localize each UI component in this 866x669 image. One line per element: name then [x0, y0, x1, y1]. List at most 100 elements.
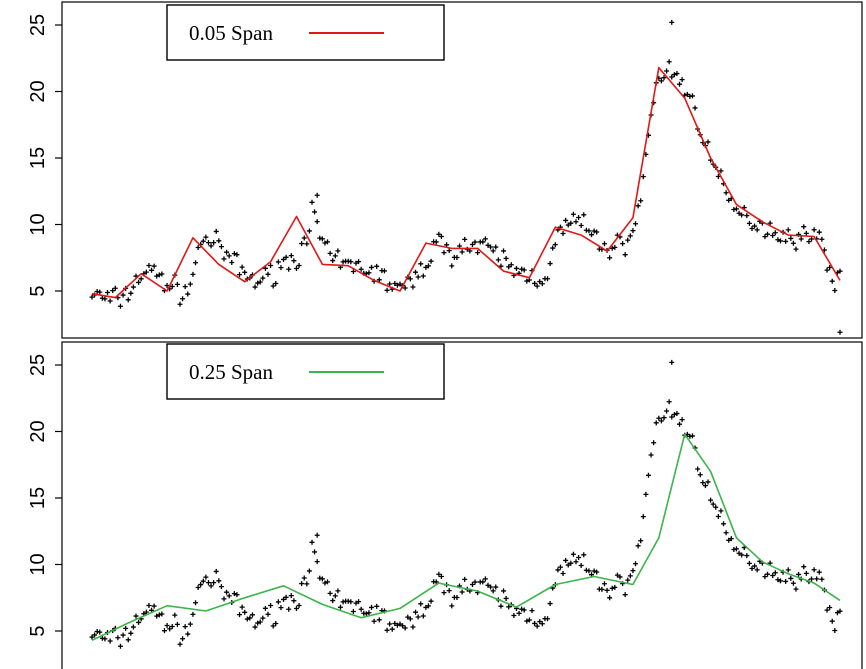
data-point: [314, 219, 320, 225]
data-point: [754, 227, 760, 233]
data-point: [400, 623, 406, 629]
data-point: [387, 621, 393, 627]
data-point: [469, 581, 475, 587]
data-point: [622, 252, 628, 258]
data-point: [410, 624, 416, 630]
data-point: [809, 236, 815, 242]
data-point: [198, 582, 204, 588]
data-point: [645, 472, 651, 478]
data-point: [322, 240, 328, 246]
data-point: [777, 238, 783, 244]
data-point: [708, 497, 714, 503]
data-point: [125, 297, 131, 303]
data-point: [205, 580, 211, 586]
data-point: [462, 236, 468, 242]
data-point: [428, 258, 434, 264]
panel-bottom: 5 10 15 20 25 0.25 Span: [27, 341, 863, 669]
data-point: [524, 618, 530, 624]
data-point: [330, 598, 336, 604]
data-point: [539, 621, 545, 627]
data-point: [772, 230, 778, 236]
data-point: [625, 577, 631, 583]
data-point: [213, 228, 219, 234]
data-point: [340, 259, 346, 265]
data-point: [669, 414, 675, 420]
data-point: [614, 572, 620, 578]
y-tick-label: 5: [27, 625, 49, 636]
data-point: [423, 604, 429, 610]
data-point: [319, 576, 325, 582]
data-point: [392, 281, 398, 287]
data-point: [301, 575, 307, 581]
data-point: [658, 78, 664, 84]
plot-area-top: [61, 1, 863, 339]
data-point: [299, 241, 305, 247]
data-point: [472, 239, 478, 245]
data-point: [519, 266, 525, 272]
data-point: [601, 241, 607, 247]
data-point: [713, 504, 719, 510]
data-point: [625, 237, 631, 243]
data-point: [187, 281, 193, 287]
data-point: [661, 75, 667, 81]
y-tick-label: 25: [27, 14, 49, 36]
data-point: [469, 241, 475, 247]
data-point: [449, 603, 455, 609]
data-point: [177, 641, 183, 647]
data-point: [211, 240, 217, 246]
data-point: [151, 603, 157, 609]
data-point: [185, 631, 191, 637]
data-point: [620, 241, 626, 247]
data-point: [674, 71, 680, 77]
data-point: [666, 399, 672, 405]
legend-top: 0.05 Span: [166, 4, 445, 61]
data-point: [578, 562, 584, 568]
data-point: [700, 480, 706, 486]
data-point: [664, 408, 670, 414]
data-point: [568, 560, 574, 566]
data-point: [156, 612, 162, 618]
data-point: [358, 606, 364, 612]
data-point: [350, 609, 356, 615]
data-point: [394, 622, 400, 628]
data-point: [480, 239, 486, 245]
data-point: [635, 203, 641, 209]
data-point: [161, 628, 167, 634]
data-point: [120, 632, 126, 638]
data-point: [819, 576, 825, 582]
data-point: [304, 581, 310, 587]
data-point: [749, 566, 755, 572]
data-point: [459, 589, 465, 595]
data-point: [765, 231, 771, 237]
data-point: [366, 270, 372, 276]
data-point: [325, 239, 331, 245]
data-point: [102, 636, 108, 642]
data-point: [788, 235, 794, 241]
data-point: [501, 588, 507, 594]
data-point: [638, 538, 644, 544]
data-point: [394, 282, 400, 288]
data-point: [550, 245, 556, 251]
y-tick-label: 5: [27, 285, 49, 296]
data-point: [775, 237, 781, 243]
data-point: [149, 267, 155, 273]
data-point: [130, 624, 136, 630]
data-point: [164, 282, 170, 288]
data-point: [239, 604, 245, 610]
data-point: [123, 625, 129, 631]
data-point: [314, 192, 320, 198]
data-point: [247, 615, 253, 621]
data-point: [384, 287, 390, 293]
data-point: [594, 229, 600, 235]
data-point: [397, 281, 403, 287]
data-point: [444, 242, 450, 248]
data-point: [609, 585, 615, 591]
data-point: [281, 596, 287, 602]
data-point: [557, 564, 563, 570]
data-point: [816, 569, 822, 575]
data-point: [146, 262, 152, 268]
data-point: [651, 440, 657, 446]
data-point: [648, 452, 654, 458]
data-point: [125, 637, 131, 643]
data-point: [534, 283, 540, 289]
